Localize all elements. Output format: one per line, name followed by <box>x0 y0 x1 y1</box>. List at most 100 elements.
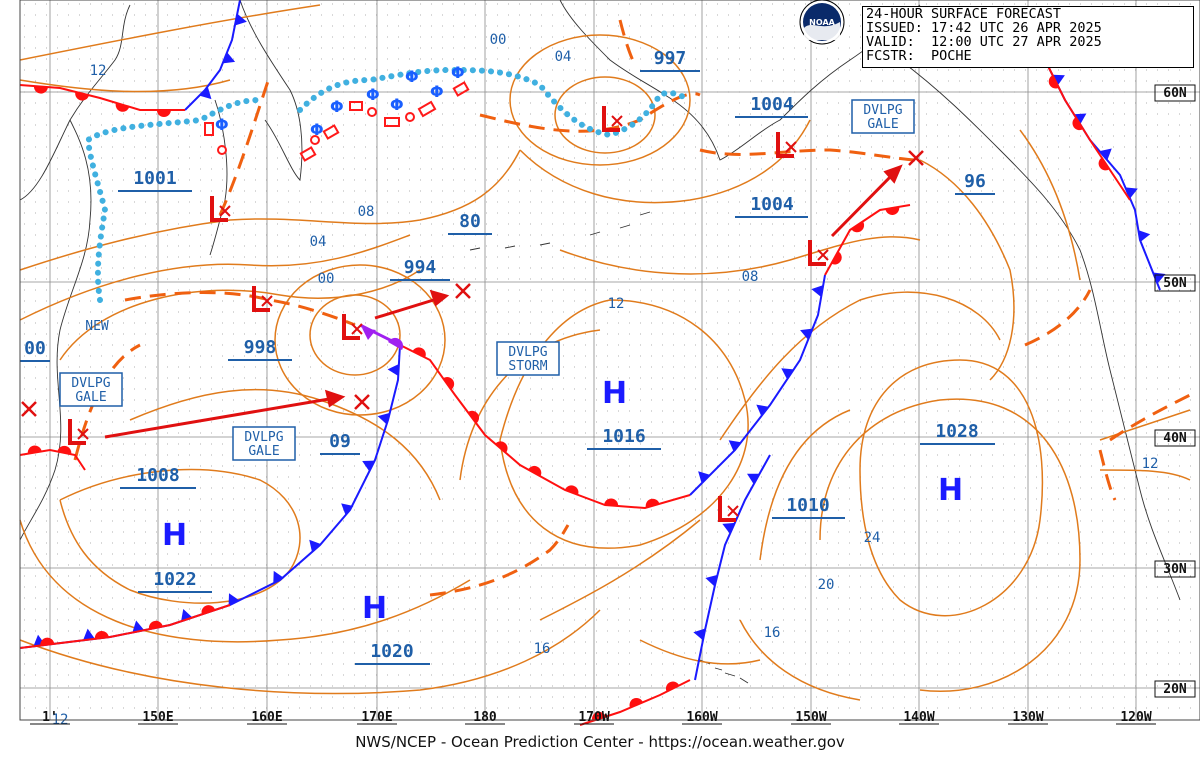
map-frame <box>19 0 1200 721</box>
high-center-1: H <box>162 518 187 553</box>
issued-time: ISSUED: 17:42 UTC 26 APR 2025 <box>866 20 1102 36</box>
high-center-3: H <box>602 376 627 411</box>
low-center <box>68 419 89 445</box>
svg-text:Φ: Φ <box>405 67 419 86</box>
warning-label-2: GALE <box>75 390 106 405</box>
isobar-label: 16 <box>534 641 551 657</box>
isobars <box>19 4 1191 701</box>
pressure-label: 1016 <box>602 426 645 447</box>
pressure-label: 1022 <box>153 569 196 590</box>
pressure-label: 80 <box>459 211 481 232</box>
latitude-labels: 60N 50N 40N 30N 20N <box>1154 84 1196 698</box>
longitude-label: 160E <box>251 710 282 725</box>
isobar-label: 04 <box>555 49 572 65</box>
isobar-label: 12 <box>1142 456 1159 472</box>
low-center <box>602 106 623 132</box>
longitude-label: 150W <box>795 710 826 725</box>
low-centers <box>68 106 829 522</box>
warning-label-1: DVLPG <box>863 103 902 118</box>
pressure-label: 997 <box>654 48 687 69</box>
coast-aleutians <box>469 211 651 251</box>
low-center <box>776 132 797 158</box>
troughs <box>73 19 1191 597</box>
longitude-label: 130W <box>1012 710 1043 725</box>
ice-phi-symbols: Φ ΦΦ ΦΦΦ ΦΦ <box>215 63 465 139</box>
pressure-label: 994 <box>404 257 437 278</box>
coast-alaska <box>559 0 921 161</box>
isobar-label: 12 <box>608 296 625 312</box>
high-center-2: H <box>362 591 387 626</box>
longitude-label: 160W <box>686 710 717 725</box>
low-center <box>252 286 273 312</box>
svg-text:Φ: Φ <box>390 95 404 114</box>
low-center <box>808 240 829 266</box>
longitude-label: 1' <box>42 710 58 725</box>
new-label: NEW <box>85 319 109 334</box>
latitude-label: 60N <box>1163 86 1187 101</box>
coast-kamchatka <box>239 0 303 181</box>
pressure-label: 1001 <box>133 168 176 189</box>
pressure-label: 00 <box>24 338 46 359</box>
svg-text:Φ: Φ <box>215 115 229 134</box>
longitude-label: 170W <box>578 710 609 725</box>
latitude-label: 40N <box>1163 431 1187 446</box>
longitude-labels: 1' 150E 160E 170E 180 170W 160W 150W 140W 130W 120… <box>30 710 1156 725</box>
low-center <box>342 314 363 340</box>
coastlines <box>19 0 1181 684</box>
warning-label-1: DVLPG <box>244 430 283 445</box>
longitude-label: 170E <box>361 710 392 725</box>
coast-na-west <box>899 59 1181 601</box>
forecaster: FCSTR: POCHE <box>866 48 972 64</box>
pressure-label: 96 <box>964 171 986 192</box>
isobar-label: 08 <box>742 269 759 285</box>
isobar-label: 24 <box>864 530 881 546</box>
pressure-label: 1010 <box>786 495 829 516</box>
svg-text:Φ: Φ <box>366 85 380 104</box>
longitude-label: 120W <box>1120 710 1151 725</box>
warning-label-2: STORM <box>508 359 547 374</box>
longitude-label: 180 <box>473 710 497 725</box>
forecast-title: 24-HOUR SURFACE FORECAST <box>866 6 1062 22</box>
longitude-label: 150E <box>142 710 173 725</box>
warning-label-1: DVLPG <box>508 345 547 360</box>
movement-arrows <box>104 164 903 439</box>
warning-label-2: GALE <box>248 444 279 459</box>
logo-text: NOAA <box>809 18 835 27</box>
isobar-label: 20 <box>818 577 835 593</box>
latitude-label: 50N <box>1163 276 1187 291</box>
pressure-label: 1008 <box>136 465 179 486</box>
pressure-labels: 1022 1020 1016 1028 1001 998 994 997 100… <box>20 48 995 665</box>
noaa-logo: NOAA <box>799 0 845 45</box>
warning-label-1: DVLPG <box>71 376 110 391</box>
coast-sakhalin <box>209 99 228 256</box>
footer-credit: NWS/NCEP - Ocean Prediction Center - htt… <box>355 733 845 751</box>
warning-label-2: GALE <box>867 117 898 132</box>
forecast-positions <box>21 150 924 417</box>
pressure-label: 998 <box>244 337 277 358</box>
high-center-4: H <box>938 473 963 508</box>
low-center <box>718 496 739 522</box>
svg-text:Φ: Φ <box>451 63 465 82</box>
fronts <box>19 0 1166 726</box>
latitude-label: 20N <box>1163 682 1187 697</box>
warning-boxes: DVLPG GALE DVLPG GALE DVLPG STORM DVLPG … <box>59 99 915 461</box>
low-center <box>210 196 231 222</box>
pressure-label: 1004 <box>750 94 794 115</box>
isobar-label: 04 <box>310 234 327 250</box>
pressure-label: 1004 <box>750 194 794 215</box>
forecast-info-box: 24-HOUR SURFACE FORECAST ISSUED: 17:42 U… <box>862 6 1194 68</box>
valid-time: VALID: 12:00 UTC 27 APR 2025 <box>866 34 1102 50</box>
latitude-label: 30N <box>1163 562 1187 577</box>
graticule <box>20 0 1200 720</box>
isobar-label: 16 <box>764 625 781 641</box>
pressure-label: 1028 <box>935 421 978 442</box>
pressure-label: 09 <box>329 431 351 452</box>
longitude-label: 140W <box>903 710 934 725</box>
isobar-label: 08 <box>358 204 375 220</box>
isobar-label: 00 <box>490 32 507 48</box>
svg-text:Φ: Φ <box>310 120 324 139</box>
svg-text:Φ: Φ <box>330 97 344 116</box>
pressure-label: 1020 <box>370 641 413 662</box>
